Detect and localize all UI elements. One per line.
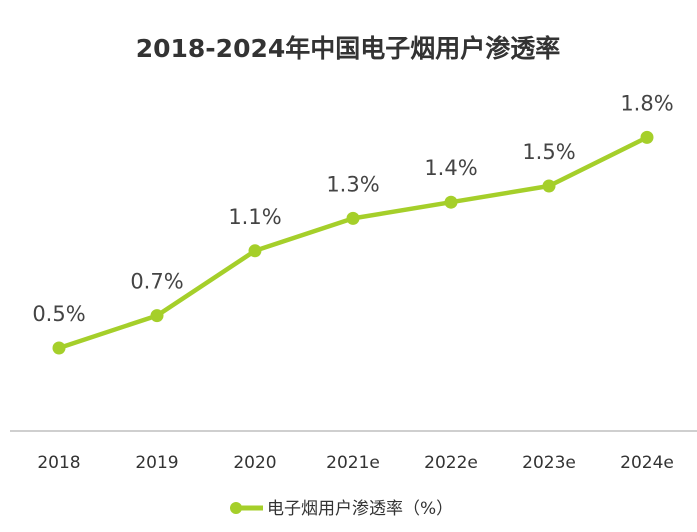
legend-dot-marker [230, 502, 242, 514]
data-label: 1.8% [620, 91, 673, 115]
data-point [346, 211, 360, 225]
data-point [248, 244, 262, 258]
x-tick-label: 2019 [135, 453, 178, 473]
data-point [150, 309, 164, 323]
data-label: 1.4% [424, 156, 477, 180]
data-label: 0.5% [32, 302, 85, 326]
x-axis-ticks: 2018 2019 2020 2021e 2022e 2023e 2024e [37, 453, 674, 473]
data-label: 1.5% [522, 140, 575, 164]
data-label: 0.7% [130, 270, 183, 294]
x-tick-label: 2020 [233, 453, 276, 473]
chart-title: 2018-2024年中国电子烟用户渗透率 [136, 34, 561, 63]
data-point [542, 179, 556, 193]
data-labels: 0.5% 0.7% 1.1% 1.3% 1.4% 1.5% 1.8% [32, 91, 673, 326]
legend-entry-label: 电子烟用户渗透率（%） [267, 499, 453, 519]
x-tick-label: 2021e [326, 453, 380, 473]
data-point [444, 195, 458, 209]
x-tick-label: 2024e [620, 453, 674, 473]
data-point [640, 130, 654, 144]
data-label: 1.1% [228, 205, 281, 229]
series-line [56, 135, 650, 351]
series-group [52, 130, 654, 355]
data-point [52, 341, 66, 355]
data-label: 1.3% [326, 172, 379, 196]
x-tick-label: 2022e [424, 453, 478, 473]
x-tick-label: 2018 [37, 453, 80, 473]
x-tick-label: 2023e [522, 453, 576, 473]
legend: 电子烟用户渗透率（%） [230, 499, 453, 519]
